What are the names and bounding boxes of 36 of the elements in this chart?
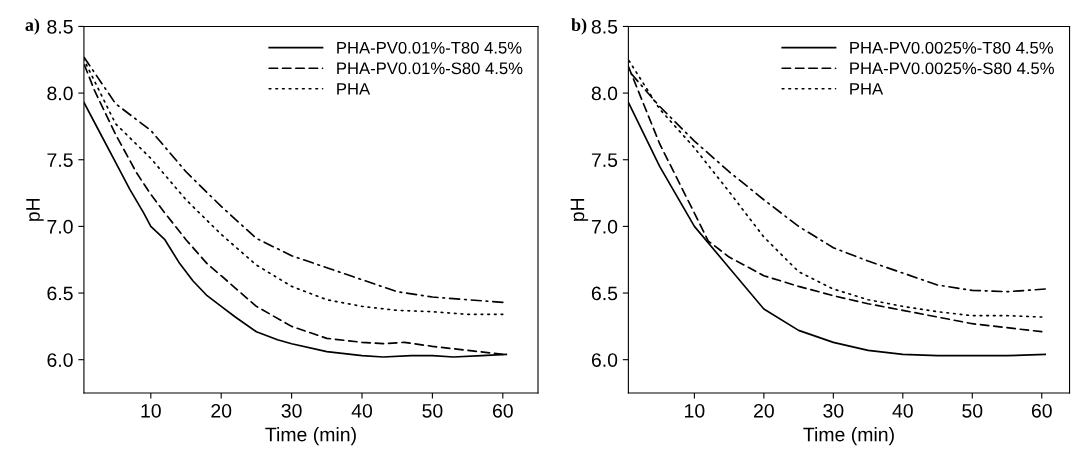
legend-label: PHA-PV0.01%-S80 4.5% — [337, 62, 523, 75]
text: a) — [25, 18, 40, 35]
y-tick-label: 7.5 — [591, 153, 618, 167]
y-axis-title: pH — [26, 198, 44, 221]
legend-label: PHA — [850, 83, 884, 95]
x-tick-label: 60 — [1031, 403, 1052, 418]
y-tick-label: 6.0 — [591, 353, 618, 367]
legend-label: PHA-PV0.01%-T80 4.5% — [337, 41, 522, 54]
x-tick-label: 10 — [685, 403, 705, 418]
y-tick-label: 8.5 — [47, 19, 73, 34]
y-tick-label: 8.0 — [47, 86, 73, 101]
y-tick-label: 8.5 — [591, 19, 618, 34]
y-axis-title: pH — [570, 198, 589, 221]
legend-label: PHA — [337, 83, 371, 95]
y-tick-label: 7.0 — [47, 219, 73, 234]
x-axis-title: Time (min) — [265, 427, 356, 446]
x-tick-label: 40 — [892, 403, 913, 418]
x-tick-label: 50 — [962, 403, 983, 418]
x-tick-label: 10 — [141, 403, 161, 418]
y-tick-label: 6.5 — [47, 286, 73, 301]
x-axis-title: Time (min) — [803, 427, 894, 446]
legend-label: PHA-PV0.0025%-S80 4.5% — [850, 62, 1054, 75]
x-tick-label: 30 — [281, 403, 302, 418]
y-tick-label: 6.5 — [591, 286, 618, 301]
legend-label: PHA-PV0.0025%-T80 4.5% — [850, 41, 1054, 54]
y-tick-label: 6.0 — [47, 353, 73, 367]
y-tick-label: 8.0 — [591, 86, 618, 101]
x-tick-label: 20 — [211, 403, 232, 418]
x-tick-label: 60 — [492, 403, 513, 418]
x-tick-label: 20 — [754, 403, 774, 418]
y-tick-label: 7.0 — [591, 219, 618, 234]
x-tick-label: 30 — [823, 403, 844, 418]
x-tick-label: 40 — [351, 403, 373, 418]
y-tick-label: 7.5 — [47, 153, 73, 167]
text: b) — [571, 18, 587, 35]
x-tick-label: 50 — [422, 403, 443, 418]
